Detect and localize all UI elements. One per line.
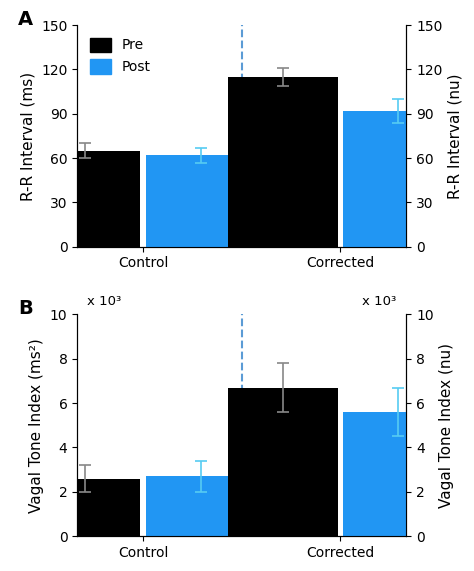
Bar: [146, 155, 255, 247]
Text: B: B: [18, 299, 33, 318]
Text: *: *: [324, 75, 334, 95]
Bar: [343, 111, 453, 247]
Bar: [228, 77, 337, 247]
Bar: [146, 476, 255, 536]
Y-axis label: Vagal Tone Index (ms²): Vagal Tone Index (ms²): [29, 338, 45, 513]
Text: A: A: [18, 10, 33, 29]
Bar: [228, 388, 337, 536]
Bar: [31, 478, 140, 536]
Y-axis label: R-R Interval (nu): R-R Interval (nu): [448, 73, 463, 199]
Text: x 10³: x 10³: [87, 295, 121, 308]
Y-axis label: R-R Interval (ms): R-R Interval (ms): [20, 71, 36, 200]
Y-axis label: Vagal Tone Index (nu): Vagal Tone Index (nu): [439, 343, 454, 508]
Legend: Pre, Post: Pre, Post: [84, 32, 156, 80]
Bar: [31, 151, 140, 247]
Text: x 10³: x 10³: [362, 295, 396, 308]
Bar: [343, 412, 453, 536]
